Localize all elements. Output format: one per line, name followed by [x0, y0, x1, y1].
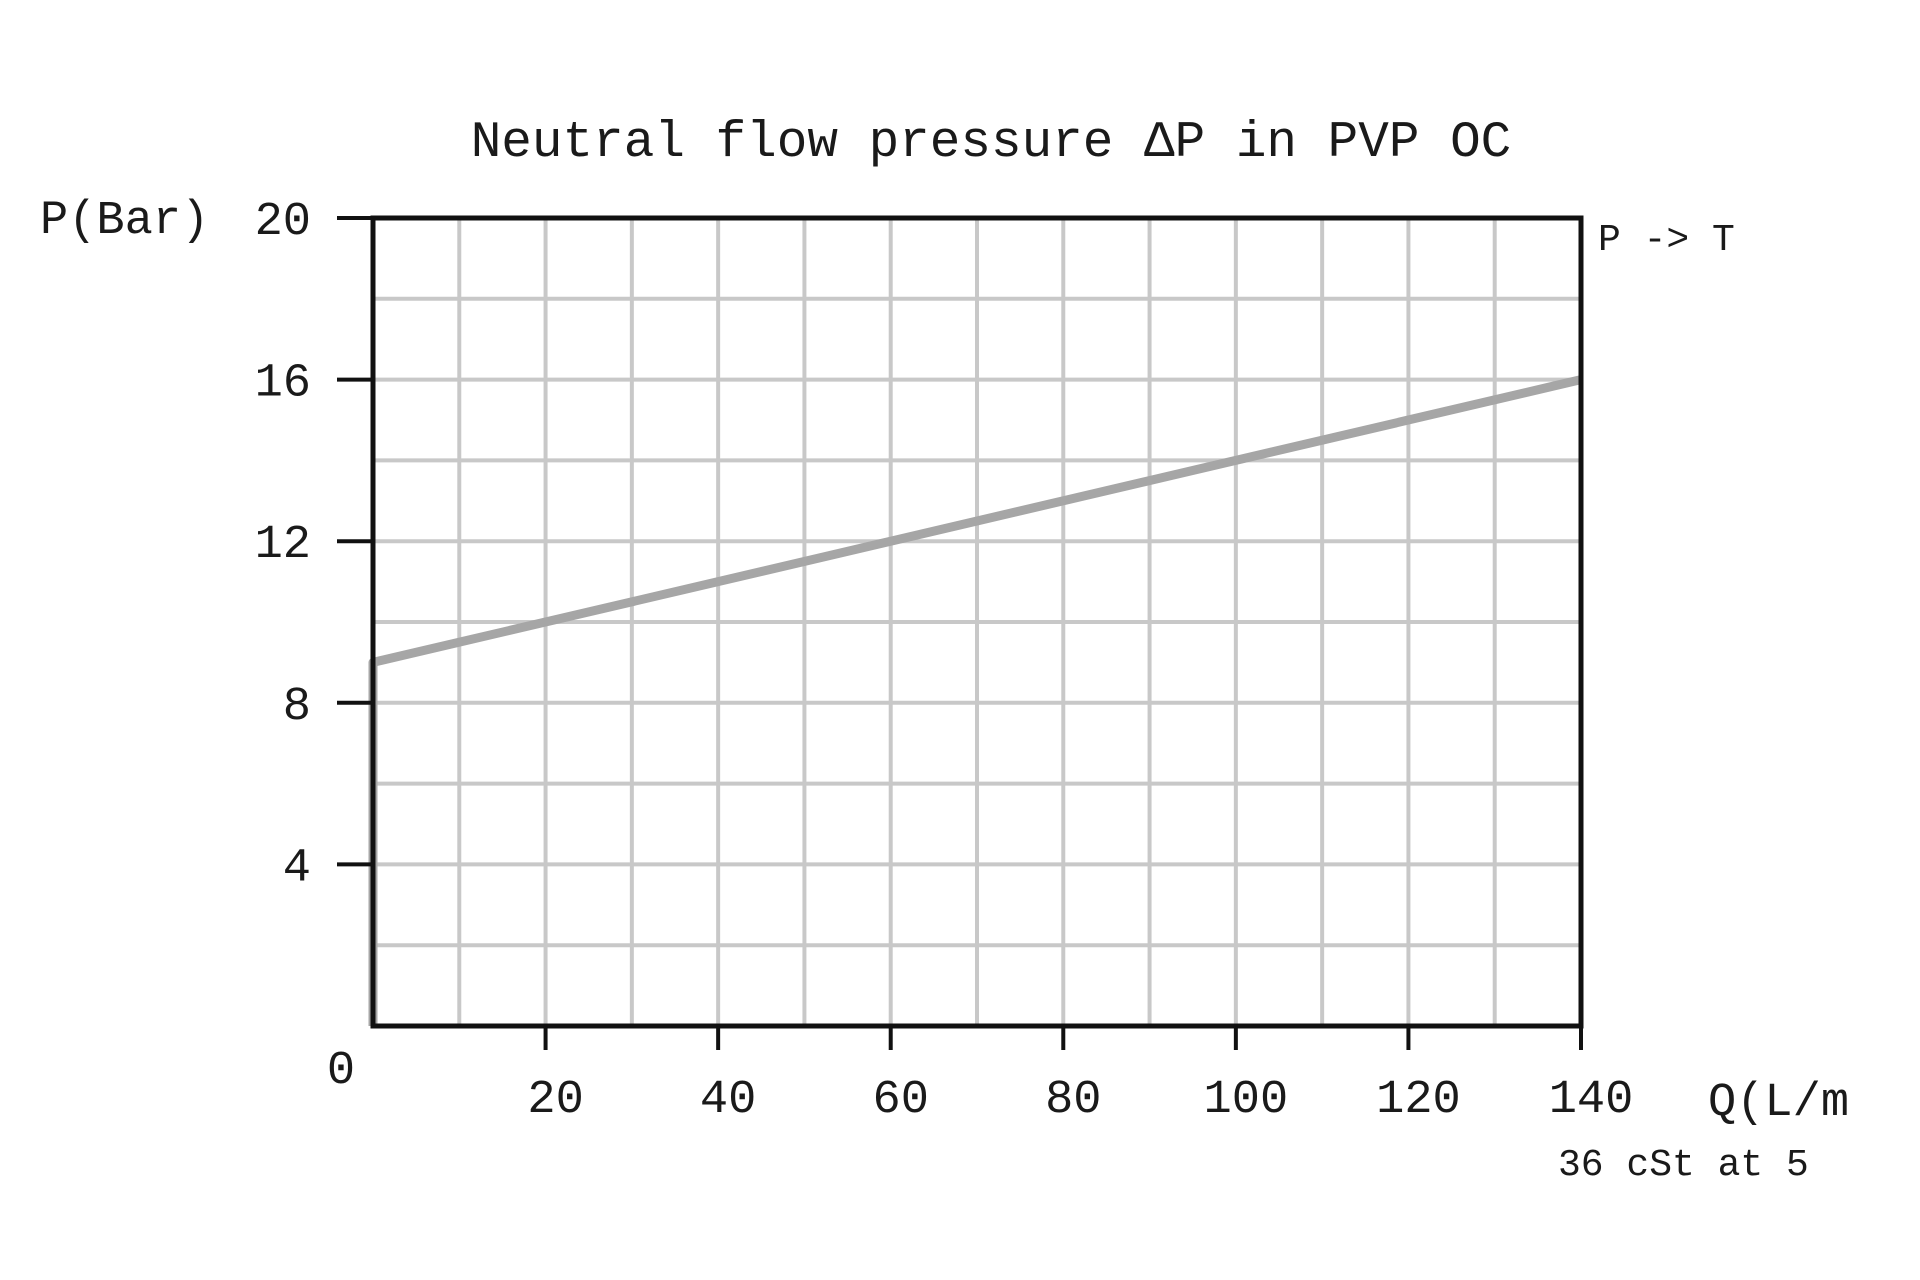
- y-tick-label: 8: [283, 681, 311, 734]
- y-tick-label: 16: [255, 358, 311, 411]
- viscosity-note: 36 cSt at 5: [1558, 1144, 1809, 1187]
- chart-title: Neutral flow pressure ΔP in PVP OC: [471, 115, 1512, 172]
- y-tick-label: 4: [283, 842, 311, 895]
- x-tick-label: 120: [1376, 1074, 1461, 1127]
- tick-labels: 4 8 12 16 20 20 40 60 80 100 120 140: [255, 196, 1634, 1127]
- y-axis-label: P(Bar): [40, 195, 209, 248]
- y-tick-label: 20: [255, 196, 311, 249]
- plot-frame: [370, 215, 1584, 1029]
- grid: [373, 218, 1581, 1026]
- x-tick-label: 100: [1204, 1074, 1289, 1127]
- x-tick-label: 20: [527, 1074, 583, 1127]
- x-tick-label: 140: [1549, 1074, 1634, 1127]
- series-legend-label: P -> T: [1598, 219, 1735, 262]
- x-tick-label: 60: [873, 1074, 929, 1127]
- x-tick-label: 80: [1045, 1074, 1101, 1127]
- x-tick-label: 40: [700, 1074, 756, 1127]
- axes: [337, 215, 1584, 1050]
- x-axis-label: Q(L/m: [1708, 1077, 1849, 1130]
- origin-tick-label: 0: [327, 1045, 355, 1098]
- y-tick-label: 12: [255, 519, 311, 572]
